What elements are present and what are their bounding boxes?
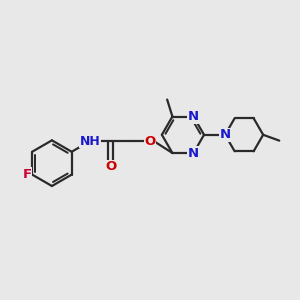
Text: N: N: [188, 110, 199, 123]
Text: N: N: [188, 146, 199, 160]
Text: NH: NH: [80, 135, 100, 148]
Text: N: N: [220, 128, 231, 141]
Text: F: F: [22, 168, 32, 181]
Text: O: O: [145, 135, 156, 148]
Text: O: O: [105, 160, 117, 173]
